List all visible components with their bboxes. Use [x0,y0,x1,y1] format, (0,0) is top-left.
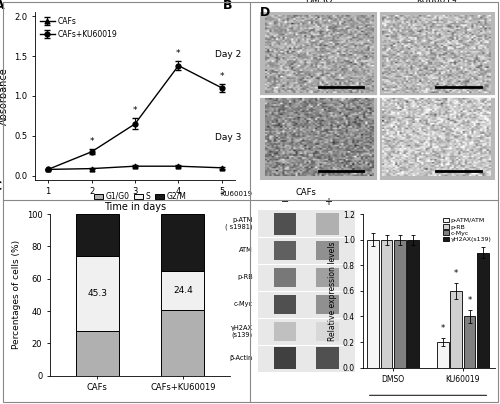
Text: ATM: ATM [239,248,252,253]
Text: Day 3: Day 3 [215,133,241,142]
FancyBboxPatch shape [316,241,339,260]
X-axis label: Time in days: Time in days [104,202,166,212]
Bar [76,256,118,331]
Bar [464,316,475,368]
Legend: G1/G0, S, G2/M: G1/G0, S, G2/M [91,189,189,204]
Bar [394,240,406,368]
FancyBboxPatch shape [274,322,296,341]
FancyBboxPatch shape [316,322,339,341]
Text: *: * [220,72,224,81]
Text: DMSO: DMSO [305,0,332,5]
Bar [162,214,204,271]
FancyBboxPatch shape [274,213,296,235]
Text: *: * [468,296,471,305]
Text: p-RB: p-RB [237,274,252,280]
Legend: p-ATM/ATM, p-RB, c-Myc, γH2AX(s139): p-ATM/ATM, p-RB, c-Myc, γH2AX(s139) [442,217,492,243]
Text: B: B [222,0,232,12]
Bar [162,310,204,376]
FancyBboxPatch shape [274,268,296,287]
FancyBboxPatch shape [316,295,339,314]
Bar [477,252,488,368]
Text: KU60019: KU60019 [220,191,252,197]
Text: 24.4: 24.4 [173,286,193,295]
Text: β-Actin: β-Actin [230,355,252,361]
Text: D: D [260,6,270,19]
FancyBboxPatch shape [316,268,339,287]
FancyBboxPatch shape [274,241,296,260]
Legend: CAFs, CAFs+KU60019: CAFs, CAFs+KU60019 [39,16,117,39]
Y-axis label: Absorbance: Absorbance [0,67,8,125]
Bar [437,342,449,368]
Bar [407,240,419,368]
Text: 45.3: 45.3 [87,289,107,298]
Bar [76,331,118,376]
Text: C: C [0,180,2,193]
FancyBboxPatch shape [274,347,296,369]
Bar [162,271,204,310]
FancyBboxPatch shape [316,347,339,369]
Text: CAFs: CAFs [296,188,316,197]
Bar [368,240,379,368]
Text: −: − [280,197,289,207]
Text: *: * [176,48,180,58]
Y-axis label: Relative expression levels: Relative expression levels [328,241,337,341]
Text: Day 2: Day 2 [215,50,241,59]
Text: *: * [133,106,138,115]
Y-axis label: Percentages of cells (%): Percentages of cells (%) [12,240,21,349]
Text: p-ATM
( s1981): p-ATM ( s1981) [225,217,252,230]
Text: KU60019: KU60019 [416,0,457,5]
Bar [450,291,462,368]
Text: *: * [90,137,94,146]
Bar [76,214,118,256]
FancyBboxPatch shape [274,295,296,314]
Text: *: * [441,324,445,333]
Bar [380,240,392,368]
Text: c-Myc: c-Myc [234,301,252,307]
Text: A: A [0,0,4,12]
Text: γH2AX
(s139): γH2AX (s139) [230,324,252,338]
Text: *: * [454,269,458,278]
FancyBboxPatch shape [316,213,339,235]
Text: +: + [324,197,332,207]
